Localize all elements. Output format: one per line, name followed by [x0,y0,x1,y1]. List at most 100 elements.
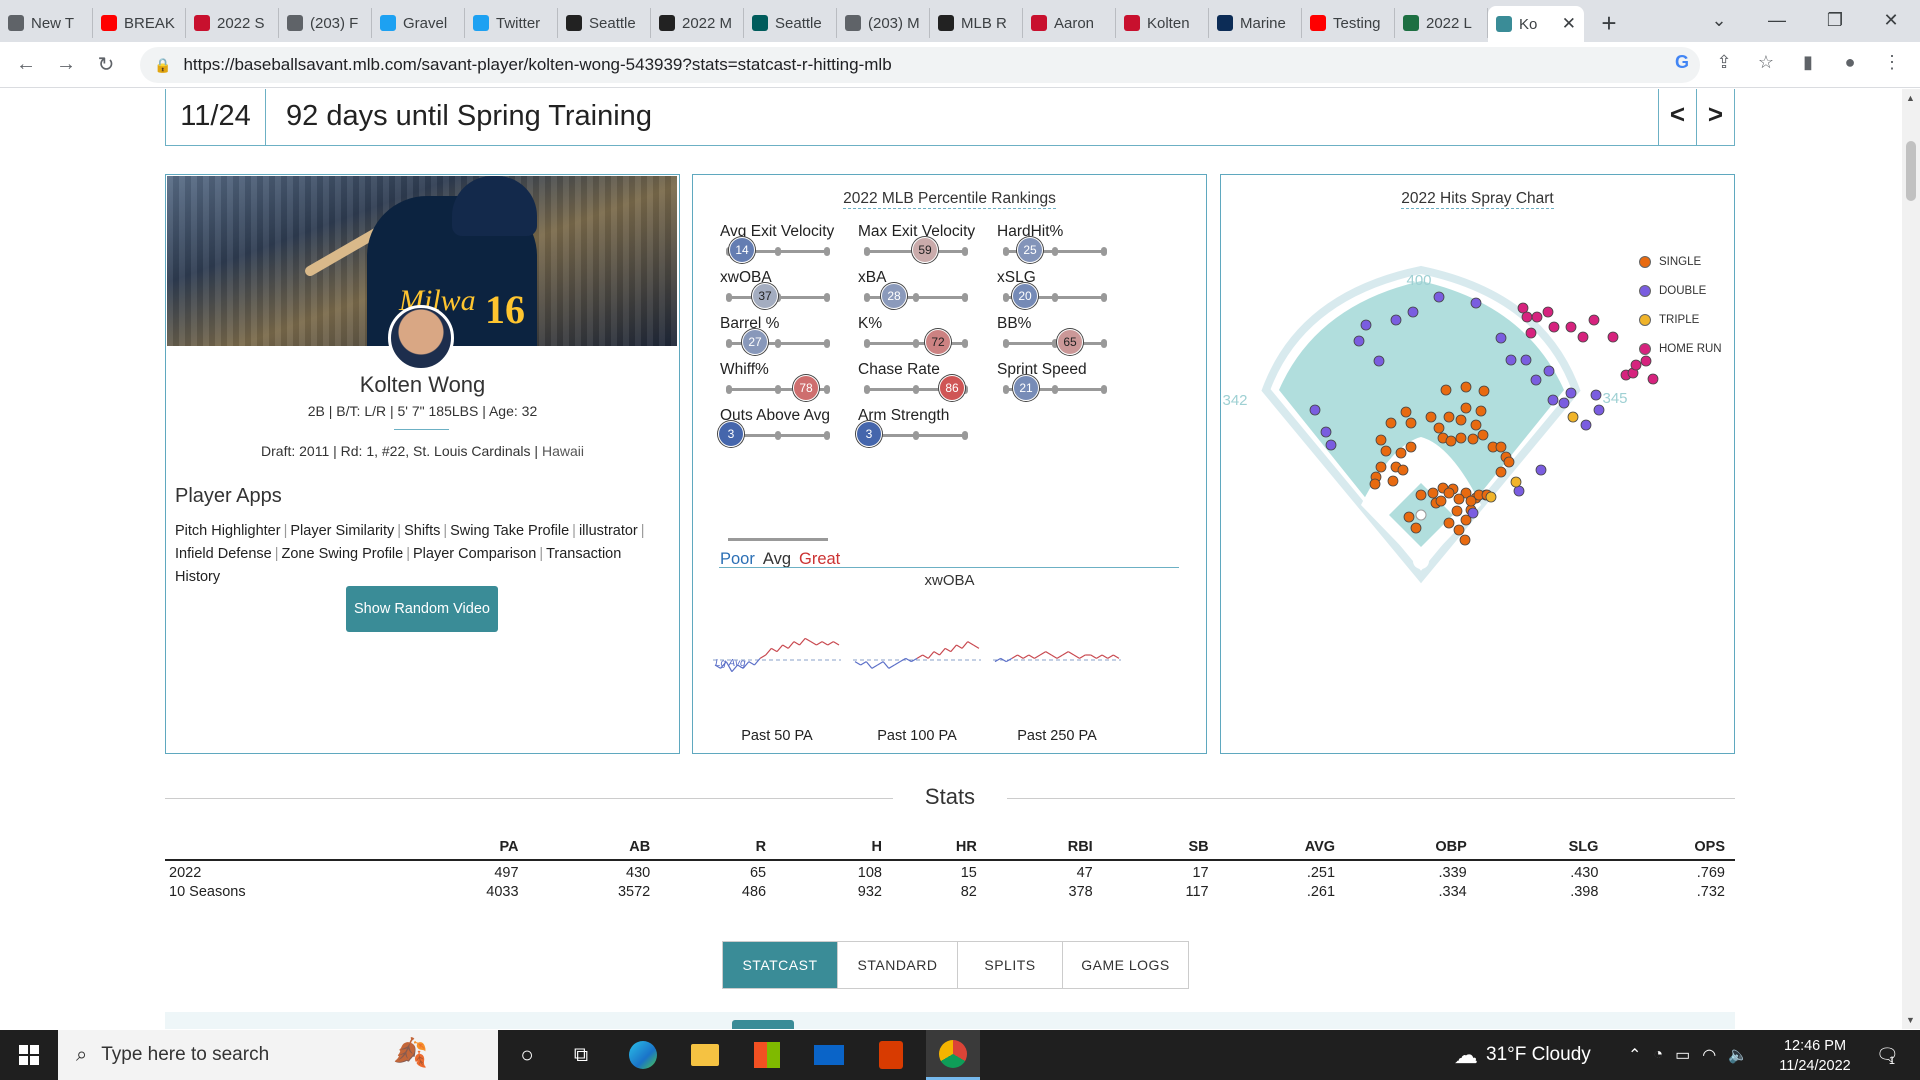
hit-dot-homerun[interactable] [1521,311,1533,323]
hit-dot-single[interactable] [1400,406,1412,418]
player-app-link[interactable]: Infield Defense [175,546,272,562]
hit-dot-single[interactable] [1427,487,1439,499]
microsoft-store-icon[interactable] [740,1030,794,1080]
hit-dot-double[interactable] [1593,404,1605,416]
browser-tab[interactable]: (203) M [837,8,930,38]
stats-column-header[interactable]: OPS [1608,836,1735,861]
stats-tab-game-logs[interactable]: GAME LOGS [1081,957,1170,973]
percentile-metric[interactable]: Whiff% 78 [720,361,860,411]
browser-tab[interactable]: 2022 S [186,8,279,38]
hit-dot-single[interactable] [1415,489,1427,501]
google-icon[interactable]: G [1674,51,1689,72]
player-app-link[interactable]: Player Comparison [413,546,537,562]
hit-dot-homerun[interactable] [1548,321,1560,333]
taskbar-search-box[interactable]: ⌕ Type here to search 🍂 [58,1030,498,1080]
chevron-up-icon[interactable]: ⌃ [1628,1047,1642,1064]
hit-dot-triple[interactable] [1567,411,1579,423]
hit-dot-single[interactable] [1403,511,1415,523]
hit-dot-single[interactable] [1459,534,1471,546]
percentile-metric[interactable]: Chase Rate 86 [858,361,998,411]
percentile-metric[interactable]: Arm Strength 3 [856,407,998,457]
hit-dot-single[interactable] [1503,456,1515,468]
stats-column-header[interactable]: RBI [986,836,1103,861]
hit-dot-single[interactable] [1369,478,1381,490]
hit-dot-single[interactable] [1375,434,1387,446]
weather-widget[interactable]: ☁ 31°F Cloudy [1454,1041,1591,1069]
browser-tab[interactable]: BREAK [93,8,186,38]
hit-dot-single[interactable] [1460,487,1472,499]
hit-dot-single[interactable] [1478,385,1490,397]
player-app-link[interactable]: illustrator [578,523,638,539]
file-explorer-icon[interactable] [678,1030,732,1080]
hit-dot-homerun[interactable] [1517,302,1529,314]
hit-dot-single[interactable] [1460,514,1472,526]
stats-column-header[interactable]: AB [528,836,661,861]
hit-dot-single[interactable] [1443,411,1455,423]
hit-dot-single[interactable] [1443,517,1455,529]
stats-column-header[interactable]: AVG [1218,836,1346,861]
hit-dot-homerun[interactable] [1531,311,1543,323]
percentile-metric[interactable]: xBA 28 [858,269,998,319]
percentile-metric[interactable]: K% 72 [858,315,998,365]
hit-dot-homerun[interactable] [1588,314,1600,326]
percentile-metric[interactable]: BB% 65 [997,315,1137,365]
hit-dot-double[interactable] [1433,291,1445,303]
volume-icon[interactable]: 🔈 [1728,1047,1749,1064]
hit-dot-double[interactable] [1353,335,1365,347]
hit-dot-double[interactable] [1467,507,1479,519]
windows-start-icon[interactable] [0,1030,58,1080]
hit-dot-homerun[interactable] [1647,373,1659,385]
player-app-link[interactable]: Player Similarity [290,523,395,539]
hit-dot-homerun[interactable] [1607,331,1619,343]
address-bar[interactable]: 🔒 https://baseballsavant.mlb.com/savant-… [140,47,1700,83]
menu-kebab-icon[interactable]: ⋮ [1883,51,1901,72]
percentile-metric[interactable]: xSLG 20 [997,269,1137,319]
minimize-icon[interactable]: — [1768,9,1786,30]
hit-dot-single[interactable] [1475,405,1487,417]
hit-dot-double[interactable] [1320,426,1332,438]
hit-dot-single[interactable] [1451,505,1463,517]
hit-dot-single[interactable] [1443,487,1455,499]
hit-dot-single[interactable] [1375,461,1387,473]
hit-dot-double[interactable] [1505,354,1517,366]
stats-column-header[interactable]: OBP [1345,836,1477,861]
chrome-icon[interactable] [926,1030,980,1080]
player-app-link[interactable]: Zone Swing Profile [281,546,404,562]
player-app-link[interactable]: Swing Take Profile [450,523,570,539]
hit-dot-double[interactable] [1495,332,1507,344]
restore-icon[interactable]: ❐ [1826,9,1844,30]
mail-icon[interactable] [802,1030,856,1080]
hit-dot-homerun[interactable] [1630,359,1642,371]
hit-dot-double[interactable] [1520,354,1532,366]
percentile-metric[interactable]: Avg Exit Velocity 14 [720,223,860,273]
browser-tab[interactable]: 2022 L [1395,8,1488,38]
browser-tab[interactable]: Testing [1302,8,1395,38]
hit-dot-single[interactable] [1465,495,1477,507]
hit-dot-triple[interactable] [1510,476,1522,488]
browser-tab[interactable]: New T [0,8,93,38]
hit-dot-double[interactable] [1547,394,1559,406]
stats-column-header[interactable] [165,836,371,861]
cortana-icon[interactable]: ○ [520,1042,534,1067]
hit-dot-single[interactable] [1453,524,1465,536]
hit-dot-single[interactable] [1410,522,1422,534]
forward-icon[interactable]: → [56,53,76,75]
player-app-link[interactable]: Shifts [404,523,441,539]
hit-dot-triple[interactable] [1485,491,1497,503]
hit-dot-single[interactable] [1470,419,1482,431]
hit-dot-double[interactable] [1407,306,1419,318]
hit-dot-double[interactable] [1590,389,1602,401]
page-scrollbar[interactable]: ▲ ▼ [1902,89,1920,1029]
percentile-metric[interactable]: Max Exit Velocity 59 [858,223,998,273]
browser-tab[interactable]: Twitter [465,8,558,38]
hit-dot-single[interactable] [1435,495,1447,507]
browser-tab[interactable]: 2022 M [651,8,744,38]
hit-dot-double[interactable] [1470,297,1482,309]
side-panel-icon[interactable]: ▮ [1803,51,1813,72]
hit-dot-single[interactable] [1460,381,1472,393]
browser-tab[interactable]: Aaron [1023,8,1116,38]
new-tab-button[interactable]: + [1601,7,1617,38]
stats-column-header[interactable]: SLG [1476,836,1609,861]
hit-dot-single[interactable] [1395,447,1407,459]
browser-tab-active[interactable]: Ko ✕ [1488,6,1584,42]
